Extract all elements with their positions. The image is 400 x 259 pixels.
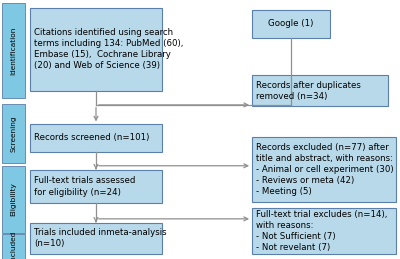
Text: Google (1): Google (1): [268, 19, 314, 28]
Text: Full-text trial excludes (n=14),
with reasons:
- Not Sufficient (7)
- Not revela: Full-text trial excludes (n=14), with re…: [256, 210, 387, 252]
FancyBboxPatch shape: [2, 234, 25, 259]
Text: Trials included inmeta-analysis
(n=10): Trials included inmeta-analysis (n=10): [34, 228, 167, 248]
Text: Records screened (n=101): Records screened (n=101): [34, 133, 149, 142]
FancyBboxPatch shape: [252, 137, 396, 202]
FancyBboxPatch shape: [30, 170, 162, 203]
Text: Records excluded (n=77) after
title and abstract, with reasons:
- Animal or cell: Records excluded (n=77) after title and …: [256, 143, 394, 196]
Text: Screening: Screening: [10, 115, 17, 152]
Text: Included: Included: [11, 231, 17, 259]
FancyBboxPatch shape: [30, 8, 162, 91]
FancyBboxPatch shape: [2, 3, 25, 98]
Text: Citations identified using search
terms including 134: PubMed (60),
Embase (15),: Citations identified using search terms …: [34, 28, 183, 70]
FancyBboxPatch shape: [252, 10, 330, 38]
Text: Identification: Identification: [10, 26, 17, 75]
FancyBboxPatch shape: [2, 104, 25, 163]
Text: Records after duplicates
removed (n=34): Records after duplicates removed (n=34): [256, 81, 361, 101]
FancyBboxPatch shape: [252, 75, 388, 106]
Text: Eligibility: Eligibility: [11, 183, 17, 216]
FancyBboxPatch shape: [2, 166, 25, 233]
FancyBboxPatch shape: [30, 223, 162, 254]
FancyBboxPatch shape: [30, 124, 162, 152]
Text: Full-text trials assessed
for eligibility (n=24): Full-text trials assessed for eligibilit…: [34, 176, 135, 197]
FancyBboxPatch shape: [252, 208, 396, 254]
